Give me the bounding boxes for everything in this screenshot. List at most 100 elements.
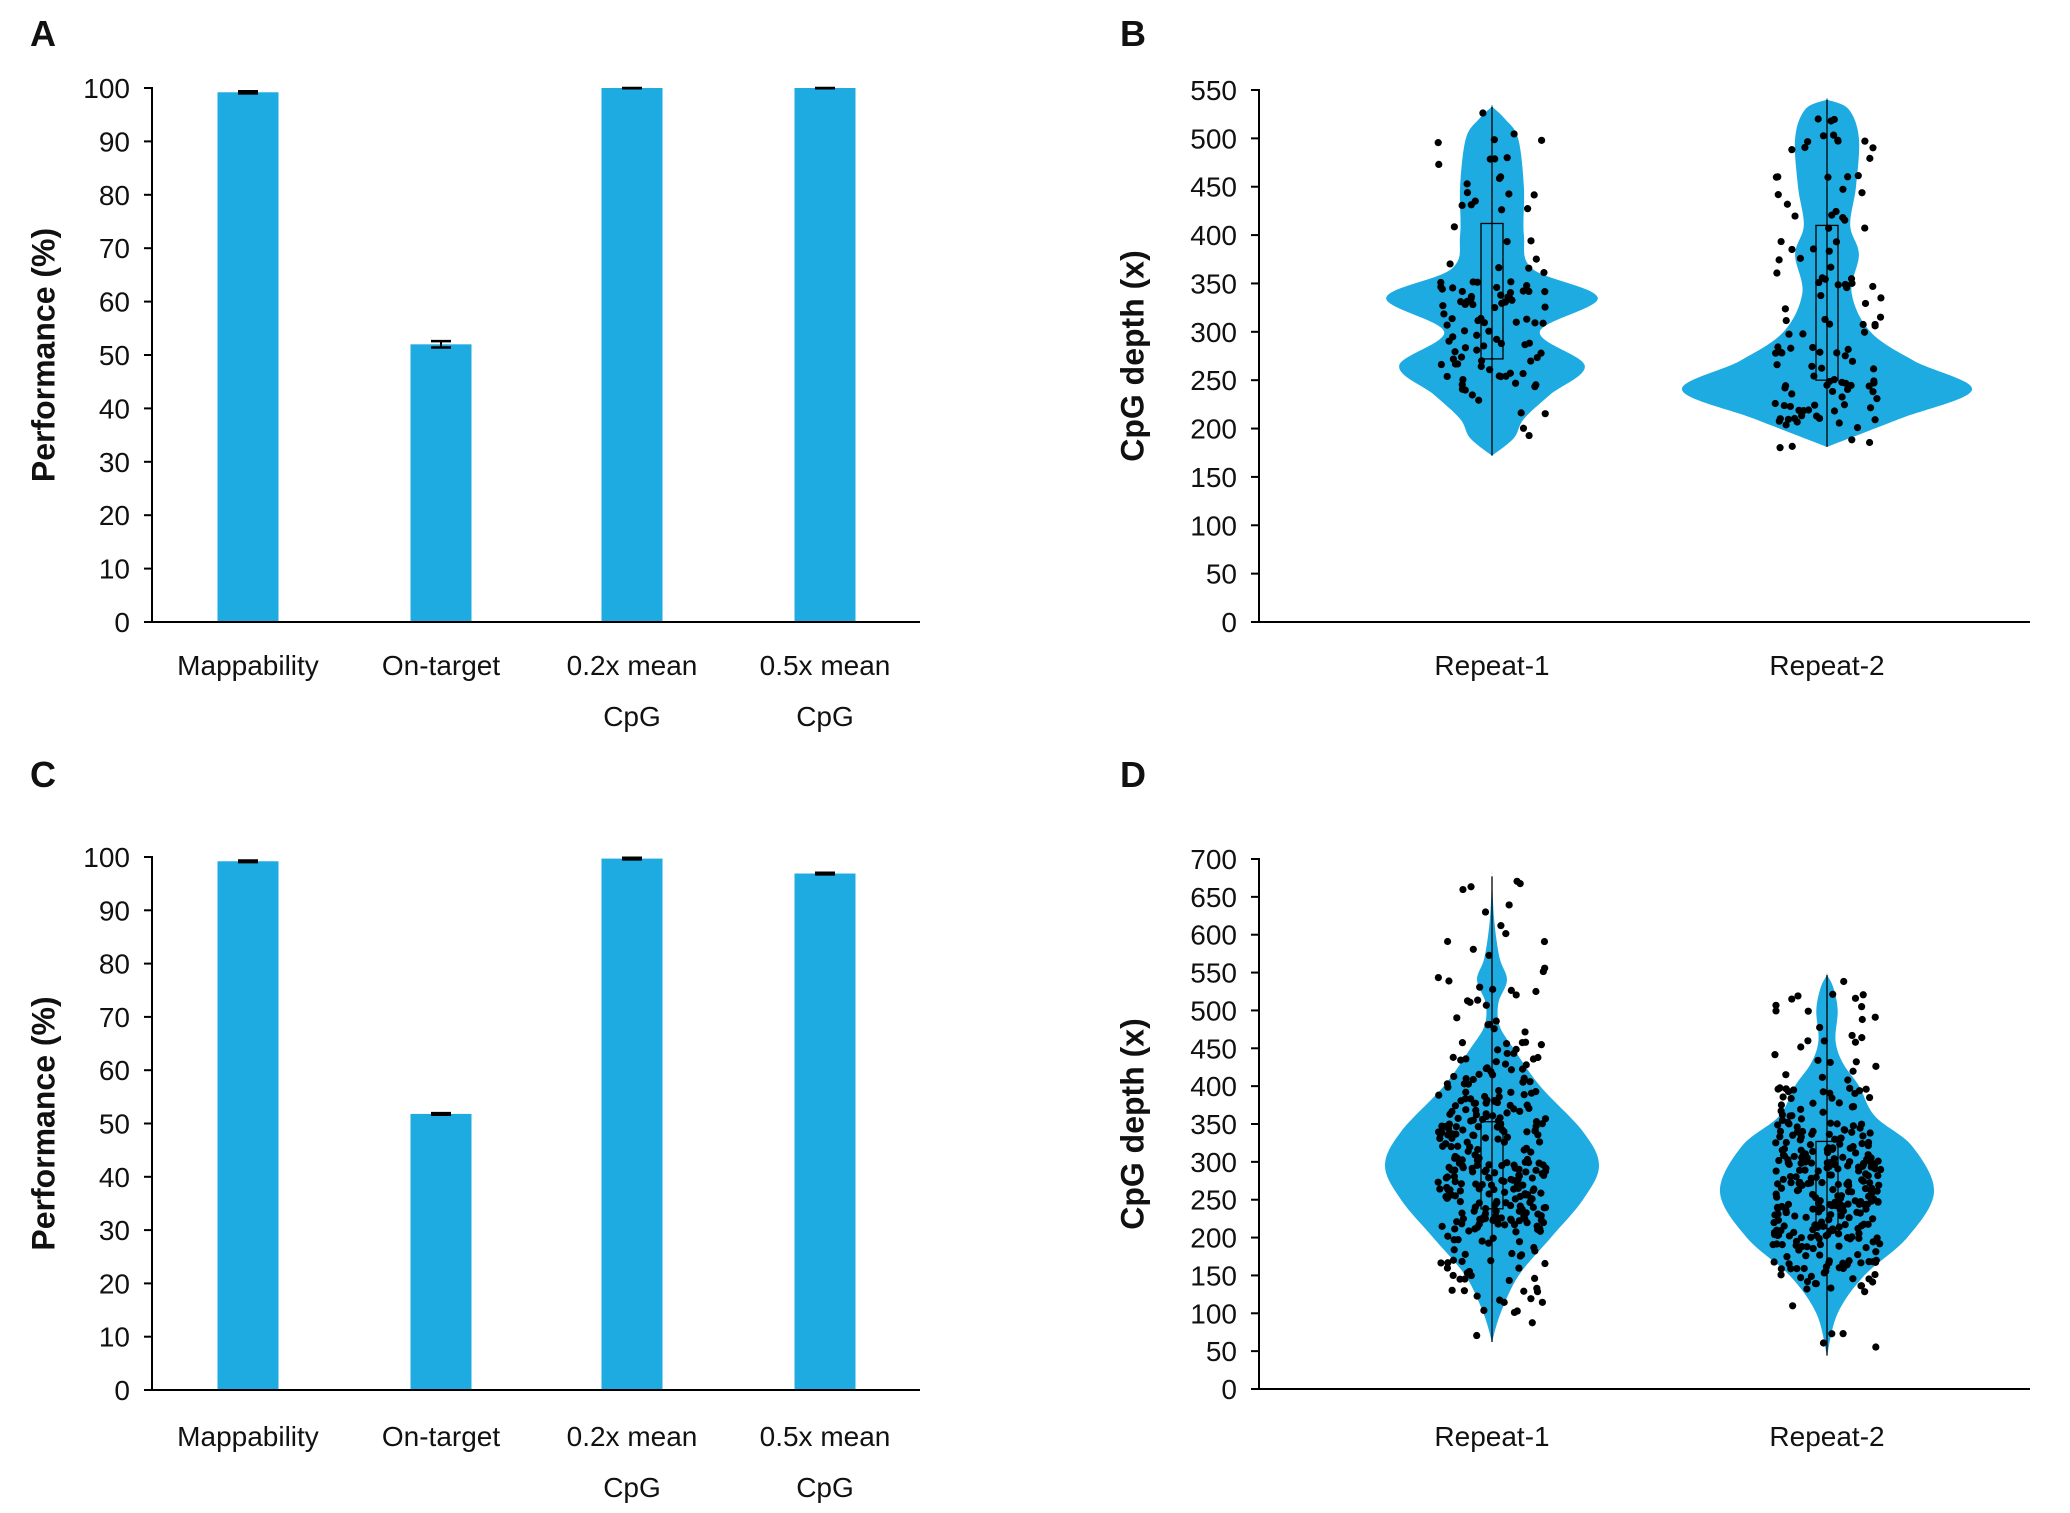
data-point	[1786, 1173, 1795, 1181]
data-point	[1461, 1250, 1469, 1258]
data-point	[1480, 342, 1488, 350]
y-tick-label: 50	[99, 340, 130, 371]
data-point	[1776, 1127, 1785, 1135]
data-point	[1447, 1143, 1455, 1151]
data-point	[1871, 1270, 1879, 1279]
y-axis-title: CpG depth (x)	[1114, 250, 1150, 462]
data-point	[1804, 1007, 1812, 1015]
data-point	[1816, 348, 1824, 356]
data-point	[1457, 1097, 1465, 1105]
panel-d: D CpG depth (x) 0 50 100 150 200 250 300 350 400 45…	[1114, 754, 2030, 1452]
data-point	[1449, 1053, 1457, 1061]
data-point	[1457, 1180, 1465, 1188]
data-point	[1866, 1129, 1874, 1137]
data-point	[1537, 136, 1546, 144]
data-point	[1507, 986, 1515, 995]
data-point	[1872, 1256, 1880, 1264]
data-point	[1776, 1133, 1784, 1141]
data-point	[1824, 1144, 1833, 1152]
panel-b: B CpG depth (x) 0 50 100 150 200 250 300 350 400 45…	[1114, 13, 2030, 681]
data-point	[1807, 1174, 1815, 1182]
data-point	[1450, 1072, 1458, 1081]
data-point	[1804, 138, 1812, 146]
data-point	[1443, 937, 1452, 946]
data-point	[1803, 1243, 1811, 1251]
x-tick-label: CpG	[796, 701, 854, 732]
data-point	[1785, 330, 1793, 338]
data-point	[1512, 1228, 1520, 1236]
panel-a: A Performance (%) 0 10 20 30 40 50 60 70 80 90 100 Ma…	[25, 13, 920, 732]
data-point	[1469, 300, 1477, 309]
data-point	[1788, 390, 1796, 398]
x-tick-label: Mappability	[177, 1421, 319, 1452]
data-point	[1450, 1236, 1458, 1244]
data-point	[1829, 1186, 1837, 1194]
data-point	[1835, 1223, 1843, 1231]
data-point	[1802, 1252, 1810, 1260]
data-point	[1856, 1209, 1864, 1217]
data-point	[1492, 1058, 1500, 1066]
data-point	[1865, 382, 1873, 390]
data-point	[1790, 1152, 1798, 1161]
data-point	[1846, 1144, 1854, 1152]
data-point	[1795, 1166, 1804, 1174]
data-point	[1472, 1180, 1480, 1188]
data-point	[1437, 1259, 1445, 1267]
data-point	[1846, 1084, 1854, 1092]
data-point	[1481, 1168, 1489, 1176]
data-point	[1502, 1199, 1510, 1207]
data-point	[1816, 1240, 1824, 1249]
data-point	[1451, 1102, 1460, 1110]
y-tick-label: 650	[1190, 882, 1237, 913]
data-point	[1786, 402, 1794, 411]
data-point	[1528, 1174, 1536, 1182]
data-point	[1869, 365, 1878, 373]
data-point	[1504, 293, 1512, 301]
data-point	[1851, 1089, 1859, 1098]
y-tick-label: 20	[99, 1268, 130, 1299]
data-point	[1799, 330, 1807, 338]
data-point	[1449, 1271, 1457, 1280]
data-point	[1872, 1343, 1880, 1351]
data-point	[1449, 1256, 1458, 1264]
y-tick-label: 40	[99, 393, 130, 424]
data-point	[1454, 1142, 1462, 1150]
data-point	[1465, 1227, 1473, 1235]
data-point	[1492, 1207, 1500, 1215]
data-point	[1438, 285, 1446, 293]
data-point	[1480, 1213, 1488, 1221]
data-point	[1439, 302, 1447, 310]
data-point	[1481, 1134, 1490, 1142]
x-tick-label: CpG	[603, 1472, 661, 1503]
data-point	[1874, 1171, 1882, 1180]
data-point	[1457, 353, 1466, 361]
data-point	[1541, 288, 1549, 296]
data-point	[1869, 388, 1877, 396]
data-point	[1792, 1237, 1801, 1245]
data-point	[1787, 1265, 1795, 1273]
panel-c: C Performance (%) 0 10 20 30 40 50 60 70 80 90 100 Ma…	[25, 754, 920, 1503]
data-point	[1835, 1242, 1843, 1250]
data-point	[1809, 245, 1818, 253]
y-tick-label: 500	[1190, 123, 1237, 154]
data-point	[1507, 278, 1515, 286]
data-point	[1782, 316, 1790, 325]
data-point	[1500, 1177, 1508, 1185]
data-point	[1522, 1168, 1530, 1176]
data-point	[1785, 1160, 1793, 1168]
y-tick-label: 150	[1190, 1260, 1237, 1291]
data-point	[1819, 1339, 1828, 1347]
data-point	[1774, 1121, 1782, 1129]
data-point	[1829, 1160, 1838, 1168]
data-point	[1447, 1191, 1455, 1199]
data-point	[1454, 1114, 1462, 1122]
data-point	[1510, 1221, 1519, 1229]
bar	[601, 858, 663, 1390]
data-point	[1774, 343, 1782, 351]
y-tick-label: 550	[1190, 958, 1237, 989]
data-point	[1450, 1172, 1458, 1180]
data-point	[1519, 424, 1528, 432]
y-tick-label: 350	[1190, 1109, 1237, 1140]
data-point	[1788, 146, 1796, 154]
data-point	[1772, 1007, 1780, 1015]
